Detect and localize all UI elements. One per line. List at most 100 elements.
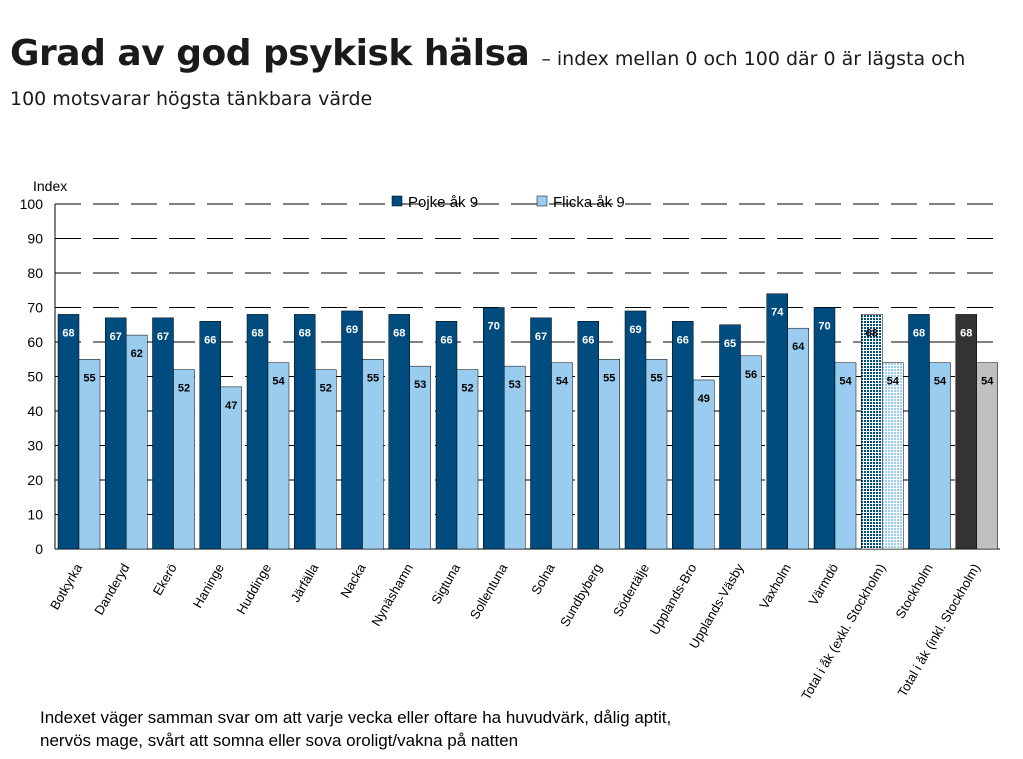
data-label-pojke: 68 [960, 327, 972, 339]
data-label-flicka: 55 [650, 372, 662, 384]
legend: Pojke åk 9 Flicka åk 9 [391, 194, 625, 211]
x-tick-label: Danderyd [91, 561, 132, 617]
y-tick-label: 80 [27, 265, 43, 281]
y-tick-label: 10 [27, 507, 43, 523]
data-label-pojke: 68 [913, 327, 925, 339]
bar-pojke [152, 317, 174, 550]
bar-flicka [976, 362, 998, 550]
bar-pojke [199, 321, 221, 550]
chart: 0 10 20 30 40 50 60 70 80 90 100 Index 68 55 67 62 67 52… [20, 178, 1000, 700]
data-label-flicka: 52 [320, 383, 332, 395]
x-tick-label: Upplands-Bro [647, 561, 700, 637]
legend-swatch [391, 195, 403, 207]
x-tick-label: Total i åk (inkl. Stockholm) [894, 561, 982, 699]
chart-subtitle: – index mellan 0 och 100 där 0 är lägsta… [541, 48, 966, 70]
bar-flicka [740, 355, 762, 550]
data-label-pojke: 69 [346, 324, 358, 336]
data-label-flicka: 53 [509, 379, 521, 391]
x-tick-label: Sundbyberg [557, 561, 605, 629]
legend-label: Flicka åk 9 [553, 194, 625, 211]
axes: 0 10 20 30 40 50 60 70 80 90 100 Index [20, 178, 1000, 557]
data-label-flicka: 52 [178, 383, 190, 395]
chart-title: Grad av god psykisk hälsa [10, 33, 530, 74]
title-block: Grad av god psykisk hälsa – index mellan … [10, 28, 1010, 111]
bar-pojke [105, 317, 127, 550]
bar-pojke [766, 293, 788, 550]
bar-pojke [813, 307, 836, 550]
bar-pojke [57, 314, 80, 550]
bar-pojke [246, 314, 269, 550]
data-label-pojke: 68 [866, 327, 878, 339]
bar-flicka [882, 362, 904, 550]
data-label-pojke: 74 [771, 307, 784, 319]
data-label-pojke: 67 [535, 331, 547, 343]
data-label-pojke: 67 [157, 331, 169, 343]
bar-flicka [173, 369, 195, 550]
bar-pojke [483, 307, 505, 550]
bar-flicka [504, 365, 526, 550]
bar-flicka [693, 379, 715, 550]
data-label-flicka: 54 [934, 376, 947, 388]
legend-swatch [536, 195, 548, 207]
bar-flicka [456, 369, 479, 550]
bar-flicka [267, 362, 290, 550]
x-tick-label: Sigtuna [428, 560, 463, 606]
bar-pojke [624, 310, 647, 550]
bar-flicka [220, 386, 242, 550]
bar-flicka [315, 369, 337, 550]
y-tick-label: 100 [20, 196, 44, 212]
data-label-pojke: 67 [110, 331, 122, 343]
bar-pojke [719, 324, 741, 550]
data-labels: 68 55 67 62 67 52 66 47 68 54 68 52 69 55 68 53 66 52 70 53… [62, 307, 994, 412]
chart-subtitle-line2: 100 motsvarar högsta tänkbara värde [10, 88, 373, 110]
bar-flicka [551, 362, 573, 550]
bar-pojke [294, 314, 316, 550]
bar-flicka [598, 359, 620, 550]
x-tick-label: Total i åk (exkl. Stockholm) [798, 561, 888, 700]
data-label-pojke: 68 [393, 327, 405, 339]
x-tick-label: Stockholm [892, 561, 935, 621]
x-tick-label: Huddinge [233, 561, 274, 617]
data-label-flicka: 54 [981, 376, 994, 388]
x-tick-label: Botkyrka [47, 560, 86, 612]
data-label-pojke: 66 [440, 334, 452, 346]
title-line: Grad av god psykisk hälsa – index mellan … [10, 28, 1010, 87]
x-tick-label: Nynäshamn [368, 561, 416, 629]
footnote-line-1: Indexet väger samman svar om att varje v… [40, 708, 672, 727]
data-label-pojke: 70 [488, 321, 500, 333]
x-tick-label: Sollentuna [467, 560, 511, 621]
data-label-pojke: 68 [299, 327, 311, 339]
data-label-flicka: 49 [698, 393, 710, 405]
bar-flicka [645, 359, 668, 550]
data-label-flicka: 62 [131, 348, 143, 360]
bar-pojke [341, 310, 363, 550]
x-tick-label: Solna [528, 560, 558, 597]
x-tick-label: Nacka [337, 560, 369, 600]
bar-pojke [435, 321, 458, 550]
y-tick-label: 40 [27, 403, 43, 419]
bar-flicka [787, 327, 809, 550]
bar-pojke [577, 321, 599, 550]
bar-flicka [362, 359, 384, 550]
data-label-flicka: 53 [414, 379, 426, 391]
data-label-flicka: 54 [556, 376, 569, 388]
y-tick-label: 90 [27, 231, 43, 247]
data-label-flicka: 55 [367, 372, 379, 384]
data-label-pojke: 68 [62, 327, 74, 339]
data-label-flicka: 52 [461, 383, 473, 395]
bar-flicka [834, 362, 857, 550]
data-label-pojke: 66 [677, 334, 689, 346]
bars [57, 293, 998, 550]
data-label-pojke: 65 [724, 338, 736, 350]
x-tick-label: Södertälje [610, 561, 652, 619]
x-tick-label: Vaxholm [756, 561, 794, 611]
y-tick-label: 50 [27, 369, 43, 385]
x-tick-label: Haninge [190, 561, 227, 610]
data-label-flicka: 56 [745, 369, 757, 381]
data-label-pojke: 70 [818, 321, 830, 333]
bar-pojke [955, 314, 977, 550]
bar-flicka [929, 362, 951, 550]
footnote-line-2: nervös mage, svårt att somna eller sova … [40, 731, 519, 750]
data-label-pojke: 66 [582, 334, 594, 346]
data-label-pojke: 66 [204, 334, 216, 346]
